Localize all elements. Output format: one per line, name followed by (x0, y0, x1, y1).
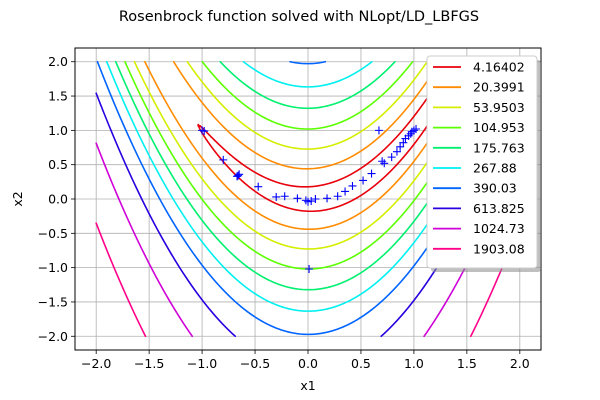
x-tick-label: −0.5 (240, 356, 270, 371)
search-point-marker (333, 192, 342, 201)
legend-label: 613.825 (473, 201, 525, 216)
search-point-marker (233, 172, 242, 181)
x-axis-label: x1 (300, 378, 315, 393)
search-point-marker (367, 169, 376, 178)
legend-label: 1903.08 (473, 241, 525, 256)
search-point-marker (219, 155, 228, 164)
legend-label: 20.3991 (473, 80, 525, 95)
legend-label: 267.88 (473, 161, 517, 176)
search-point-marker (272, 192, 281, 201)
x-tick-label: −1.0 (187, 356, 217, 371)
x-tick-label: 1.5 (457, 356, 477, 371)
x-tick-label: 2.0 (510, 356, 530, 371)
search-point-marker (380, 159, 389, 168)
y-tick-label: −1.5 (38, 294, 68, 309)
legend-label: 104.953 (473, 120, 525, 135)
x-axis-ticks: −2.0 −1.5 −1.0 −0.5 0.0 0.5 1.0 1.5 2.0 (81, 350, 530, 371)
search-point-marker (412, 124, 421, 133)
y-tick-label: 2.0 (48, 54, 68, 69)
legend: 4.16402 20.3991 53.9503 104.953 175.763 267.8… (426, 55, 541, 272)
y-tick-label: 1.0 (48, 123, 68, 138)
search-point-marker (392, 147, 401, 156)
search-point-marker (254, 182, 263, 191)
y-tick-label: 1.5 (48, 89, 68, 104)
y-tick-label: 0.0 (48, 192, 68, 207)
x-tick-label: 0.0 (298, 356, 318, 371)
search-point-marker (387, 153, 396, 162)
search-point-marker (341, 187, 350, 196)
chart-title: Rosenbrock function solved with NLopt/LD… (119, 9, 479, 25)
search-point-marker (374, 126, 383, 135)
search-points (198, 124, 421, 274)
x-tick-label: −1.5 (134, 356, 164, 371)
legend-label: 1024.73 (473, 221, 525, 236)
search-point-marker (200, 127, 209, 136)
search-point-marker (280, 192, 289, 201)
legend-label: 390.03 (473, 181, 517, 196)
x-tick-label: −2.0 (81, 356, 111, 371)
legend-label: 53.9503 (473, 100, 525, 115)
search-point-marker (396, 142, 405, 151)
y-tick-label: −1.0 (38, 260, 68, 275)
search-point-marker (323, 194, 332, 203)
y-axis-ticks: −2.0 −1.5 −1.0 −0.5 0.0 0.5 1.0 1.5 2.0 (38, 54, 75, 344)
legend-label: 175.763 (473, 140, 525, 155)
search-point-marker (234, 171, 243, 180)
x-tick-label: 0.5 (351, 356, 371, 371)
search-point-marker (311, 195, 320, 203)
legend-label: 4.16402 (473, 60, 525, 75)
y-tick-label: 0.5 (48, 157, 68, 172)
search-point-marker (359, 176, 368, 185)
search-point-marker (399, 138, 408, 147)
search-point-marker (307, 197, 316, 206)
y-axis-label: x2 (10, 191, 25, 206)
search-point-marker (293, 194, 302, 203)
y-tick-label: −0.5 (38, 226, 68, 241)
legend-box (426, 55, 538, 269)
x-tick-label: 1.0 (404, 356, 424, 371)
y-tick-label: −2.0 (38, 329, 68, 344)
search-point-marker (305, 265, 314, 274)
search-point-marker (348, 181, 357, 190)
